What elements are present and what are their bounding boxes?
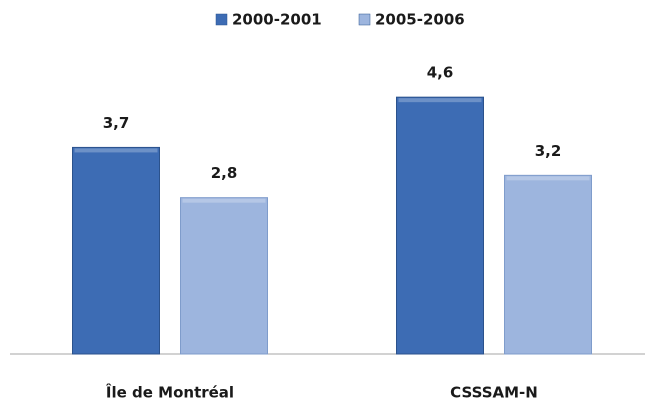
legend-swatch xyxy=(215,13,228,26)
x-tick-label: CSSSAM-N xyxy=(450,384,538,402)
data-label: 2,8 xyxy=(211,164,238,182)
legend-label: 2005-2006 xyxy=(375,11,465,29)
data-label: 4,6 xyxy=(427,64,454,82)
bar xyxy=(396,96,484,355)
x-tick-label: Île de Montréal xyxy=(106,383,234,402)
bar xyxy=(72,146,160,355)
data-label: 3,2 xyxy=(535,142,562,160)
data-label: 3,7 xyxy=(103,114,130,132)
bar xyxy=(504,174,592,355)
bar-shine xyxy=(506,176,590,181)
bar-shine xyxy=(74,148,158,153)
bar xyxy=(180,197,268,355)
legend-swatch xyxy=(358,13,371,26)
bar-shine xyxy=(398,98,482,103)
legend-label: 2000-2001 xyxy=(232,11,322,29)
bar-shine xyxy=(182,198,266,203)
